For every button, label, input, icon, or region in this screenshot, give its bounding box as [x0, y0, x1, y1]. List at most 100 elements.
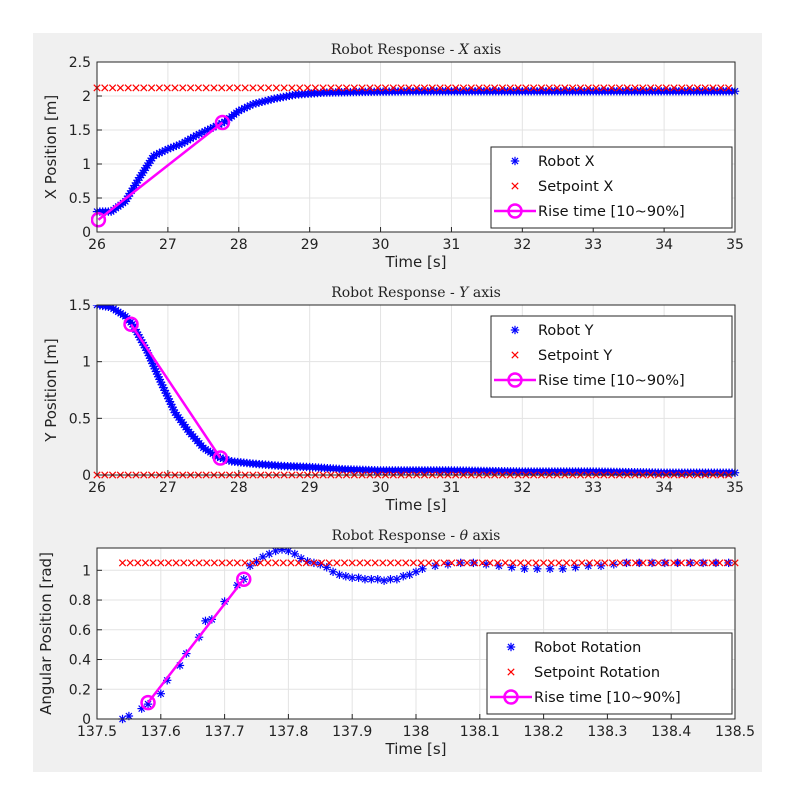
setpoint-point	[195, 559, 203, 567]
setpoint-point	[471, 559, 479, 567]
y-tick-label: 0	[82, 468, 91, 484]
setpoint-point	[686, 84, 694, 92]
setpoint-point	[539, 559, 548, 567]
setpoint-point	[294, 559, 303, 567]
x-tick-label: 138.2	[524, 724, 564, 740]
setpoint-point	[394, 559, 402, 567]
robot-point	[379, 576, 389, 585]
x-tick-label: 138.5	[715, 724, 755, 740]
legend-label: Setpoint X	[538, 179, 613, 195]
setpoint-point	[405, 84, 413, 92]
setpoint-point	[693, 84, 702, 92]
setpoint-point	[522, 84, 530, 92]
y-tick-label: 1	[82, 157, 91, 173]
setpoint-point	[257, 84, 265, 92]
rise-time-marker	[140, 694, 156, 711]
setpoint-point	[303, 84, 312, 92]
rise-time-marker	[91, 212, 107, 228]
setpoint-point	[272, 559, 280, 567]
x-tick-label: 33	[584, 237, 602, 253]
setpoint-point	[615, 84, 624, 92]
setpoint-point	[280, 84, 288, 92]
setpoint-point	[118, 559, 127, 567]
setpoint-point	[440, 559, 448, 567]
setpoint-point	[296, 84, 304, 92]
setpoint-point	[639, 84, 647, 92]
setpoint-point	[333, 559, 341, 567]
setpoint-point	[366, 84, 374, 92]
robot-point	[545, 564, 555, 574]
robot-point	[494, 561, 504, 571]
data-layer	[91, 84, 740, 228]
x-tick-label: 32	[513, 480, 531, 496]
x-tick-label: 137.7	[205, 724, 245, 740]
setpoint-point	[463, 559, 471, 567]
x-tick-label: 34	[655, 237, 673, 253]
setpoint-point	[670, 559, 678, 567]
robot-point	[673, 558, 682, 568]
series-setpoint-rotation	[118, 559, 739, 567]
setpoint-point	[413, 84, 421, 92]
x-tick-label: 34	[655, 480, 673, 496]
setpoint-point	[311, 84, 319, 92]
y-axis-label: Y Position [m]	[42, 338, 60, 442]
robot-point	[265, 549, 274, 559]
robot-point	[724, 558, 733, 568]
setpoint-point	[509, 559, 517, 567]
rise-time-marker	[214, 114, 231, 131]
chart-title: Robot Response - Y axis	[331, 285, 501, 301]
robot-point	[698, 558, 708, 568]
setpoint-point	[363, 559, 372, 567]
x-tick-label: 27	[159, 480, 177, 496]
chart-title: Robot Response - X axis	[331, 42, 501, 58]
setpoint-point	[452, 84, 460, 92]
setpoint-point	[709, 84, 717, 92]
x-tick-label: 138	[403, 724, 430, 740]
setpoint-point	[381, 84, 390, 92]
y-tick-label: 0.5	[69, 411, 91, 427]
x-tick-label: 137.5	[77, 724, 117, 740]
setpoint-point	[218, 559, 226, 567]
setpoint-point	[180, 559, 188, 567]
setpoint-point	[448, 559, 456, 567]
setpoint-point	[264, 84, 273, 92]
setpoint-point	[126, 559, 134, 567]
legend-label: Rise time [10~90%]	[538, 373, 685, 389]
setpoint-point	[685, 559, 693, 567]
setpoint-point	[233, 84, 241, 92]
setpoint-point	[532, 559, 540, 567]
setpoint-point	[514, 84, 522, 92]
chart-1: 26 27 28 29 30 31 32 33 34 35 0 0.5 1 1.5 2 2.5 Robot Re…	[42, 42, 744, 271]
x-tick-label: 29	[301, 237, 319, 253]
setpoint-point	[537, 84, 546, 92]
y-tick-label: 0	[82, 225, 91, 241]
x-tick-label: 35	[726, 480, 744, 496]
y-tick-label: 1	[82, 355, 91, 371]
setpoint-point	[616, 559, 624, 567]
setpoint-point	[147, 84, 156, 92]
setpoint-point	[302, 559, 310, 567]
legend-label: Robot Y	[538, 323, 594, 339]
legend-marker	[511, 351, 519, 359]
legend-label: Setpoint Y	[538, 348, 612, 364]
setpoint-point	[226, 559, 234, 567]
setpoint-point	[501, 559, 509, 567]
x-tick-label: 137.6	[141, 724, 181, 740]
robot-point	[354, 573, 363, 582]
rise-time-line	[129, 323, 222, 459]
robot-point	[558, 564, 567, 574]
robot-point	[201, 616, 210, 626]
rise-time-marker	[123, 316, 139, 333]
setpoint-point	[210, 559, 219, 567]
y-tick-label: 0.2	[69, 682, 91, 698]
axes-box	[96, 304, 736, 476]
legend-marker	[507, 372, 523, 388]
setpoint-point	[716, 559, 724, 567]
y-tick-label: 2	[82, 89, 91, 105]
x-tick-label: 138.4	[651, 724, 691, 740]
setpoint-point	[101, 84, 109, 92]
x-tick-label: 30	[372, 480, 390, 496]
rise-time-line	[147, 578, 245, 704]
setpoint-point	[601, 559, 609, 567]
setpoint-point	[203, 559, 211, 567]
